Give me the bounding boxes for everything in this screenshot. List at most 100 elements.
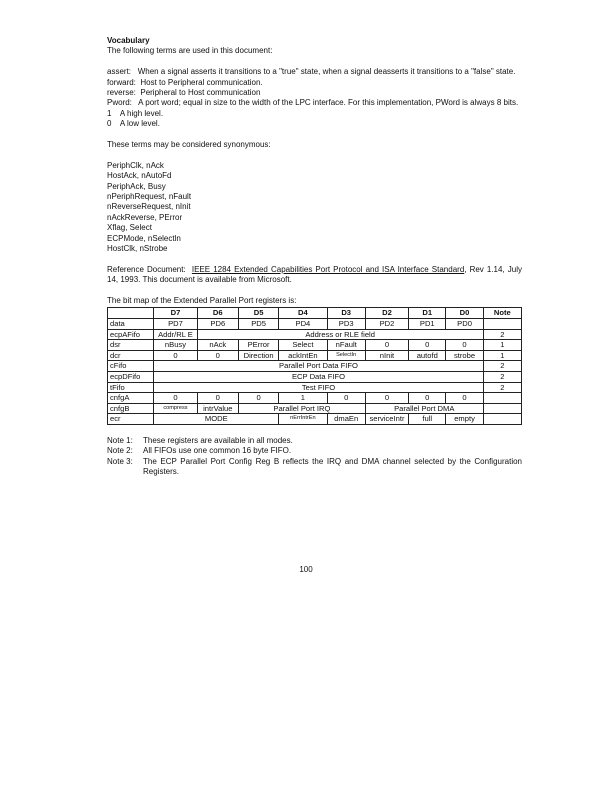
definition-pword: Pword: A port word; equal in size to the… <box>107 98 522 108</box>
cell: Parallel Port DMA <box>364 402 484 415</box>
cell: cnfgB <box>106 402 155 415</box>
cell: PD1 <box>408 318 447 330</box>
cell: 1 <box>482 349 523 362</box>
definition: When a signal asserts it transitions to … <box>137 67 516 77</box>
reference-title: IEEE 1284 Extended Capabilities Port Pro… <box>191 264 465 274</box>
cell: 0 <box>237 392 280 404</box>
cell: 0 <box>364 392 410 404</box>
cell: 2 <box>482 328 523 341</box>
table-header-row: D7 D6 D5 D4 D3 D2 D1 D0 Note <box>106 307 523 320</box>
header-cell: D3 <box>326 307 366 320</box>
note-text: These registers are available in all mod… <box>143 436 293 446</box>
cell: Address or RLE field <box>196 328 484 341</box>
cell <box>482 402 523 415</box>
header-cell: Note <box>482 307 523 320</box>
header-cell: D4 <box>278 307 328 320</box>
heading-text: Vocabulary <box>107 36 150 45</box>
header-cell: D0 <box>445 307 484 320</box>
table-row-dsr: dsr nBusy nAck PError Select nFault 0 0 … <box>106 339 523 351</box>
intro-text: The following terms are used in this doc… <box>107 46 273 56</box>
definition: A port word; equal in size to the width … <box>138 98 519 108</box>
definition: Peripheral to Host communication <box>140 88 261 98</box>
cell: PD7 <box>153 318 198 330</box>
cell <box>482 318 523 330</box>
cell: 0 <box>153 349 198 362</box>
term: assert: <box>107 67 132 77</box>
cell: nInit <box>364 349 410 362</box>
table-row-ecr: ecr MODE nErrIntrEn dmaEn serviceIntr fu… <box>106 413 523 425</box>
reference-details: , Rev 1.14, July 14, 1993. This document… <box>107 264 522 285</box>
cell: cnfgA <box>106 392 155 404</box>
header-cell: D5 <box>237 307 280 320</box>
cell: cFifo <box>106 360 155 373</box>
definition-1: 1 A high level. <box>107 109 522 119</box>
synonym-line: nAckReverse, PError <box>107 212 183 222</box>
synonym-line: PeriphAck, Busy <box>107 181 166 191</box>
synonym-line: HostAck, nAutoFd <box>107 171 172 181</box>
synonym-line: PeriphClk, nAck <box>107 160 164 170</box>
header-cell: D1 <box>408 307 447 320</box>
note-text: The ECP Parallel Port Config Reg B refle… <box>143 456 522 477</box>
cell: Select <box>278 339 328 351</box>
cell: Test FIFO <box>153 381 484 394</box>
reference-paragraph: Reference Document: IEEE 1284 Extended C… <box>107 265 522 286</box>
cell: Direction <box>237 349 280 362</box>
cell: Parallel Port Data FIFO <box>153 360 484 373</box>
cell: nErrIntrEn <box>278 413 328 425</box>
cell: 0 <box>408 339 447 351</box>
cell: 0 <box>364 339 410 351</box>
cell: 0 <box>445 392 484 404</box>
cell: Parallel Port IRQ <box>237 402 366 415</box>
cell <box>482 413 523 425</box>
note-label: Note 3: <box>107 456 133 466</box>
definition-reverse: reverse: Peripheral to Host communicatio… <box>107 88 522 98</box>
definition: A high level. <box>119 108 164 118</box>
cell: SelectIn <box>326 349 366 362</box>
cell: autofd <box>408 349 447 362</box>
cell: 0 <box>153 392 198 404</box>
cell: ecpDFifo <box>106 371 155 383</box>
cell: compress <box>153 402 198 415</box>
header-cell: D6 <box>196 307 239 320</box>
cell: 2 <box>482 360 523 373</box>
term: Pword: <box>107 98 132 108</box>
table-row-dcr: dcr 0 0 Direction ackIntEn SelectIn nIni… <box>106 349 523 362</box>
synonym-line: Xflag, Select <box>107 223 152 233</box>
cell: nFault <box>326 339 366 351</box>
cell: 0 <box>445 339 484 351</box>
bitmap-intro: The bit map of the Extended Parallel Por… <box>107 296 297 306</box>
definition-assert: assert: When a signal asserts it transit… <box>107 67 522 77</box>
cell: nAck <box>196 339 239 351</box>
term: forward: <box>107 77 136 87</box>
cell: 0 <box>196 349 239 362</box>
cell: 1 <box>278 392 328 404</box>
cell: strobe <box>445 349 484 362</box>
definition-forward: forward: Host to Peripheral communicatio… <box>107 78 522 88</box>
cell: 2 <box>482 381 523 394</box>
cell: dmaEn <box>326 413 366 425</box>
cell: ECP Data FIFO <box>153 371 484 383</box>
page-number: 100 <box>299 565 313 574</box>
table-row-cnfgb: cnfgB compress intrValue Parallel Port I… <box>106 402 523 415</box>
reference-label: Reference Document: <box>107 264 186 274</box>
cell: intrValue <box>196 402 239 415</box>
cell: serviceIntr <box>364 413 410 425</box>
note-text: All FIFOs use one common 16 byte FIFO. <box>143 446 292 456</box>
cell: 0 <box>196 392 239 404</box>
document-body: Vocabulary The following terms are used … <box>106 36 523 478</box>
header-cell: D7 <box>153 307 198 320</box>
cell: nBusy <box>153 339 198 351</box>
register-bitmap-table: D7 D6 D5 D4 D3 D2 D1 D0 Note data PD7 PD… <box>106 307 523 425</box>
cell: full <box>408 413 447 425</box>
cell: ecpAFifo <box>106 328 155 341</box>
cell: 1 <box>482 339 523 351</box>
cell: ackIntEn <box>278 349 328 362</box>
cell: MODE <box>153 413 280 425</box>
table-notes: Note 1: These registers are available in … <box>107 436 522 478</box>
cell: dsr <box>106 339 155 351</box>
term: reverse: <box>107 88 136 98</box>
table-row-ecpdfifo: ecpDFifo ECP Data FIFO 2 <box>106 371 523 383</box>
definition: A low level. <box>119 119 160 129</box>
synonyms-intro: These terms may be considered synonymous… <box>107 140 271 150</box>
cell: 0 <box>408 392 447 404</box>
